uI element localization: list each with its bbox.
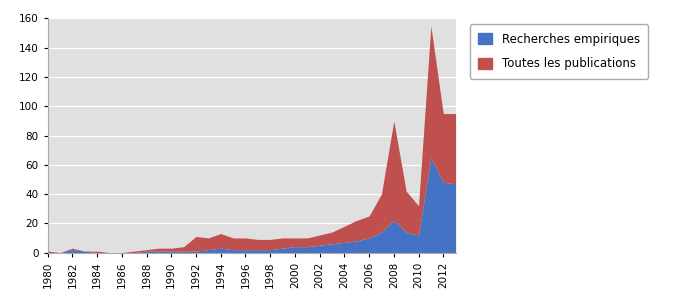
Legend: Recherches empiriques, Toutes les publications: Recherches empiriques, Toutes les public…	[470, 24, 648, 79]
